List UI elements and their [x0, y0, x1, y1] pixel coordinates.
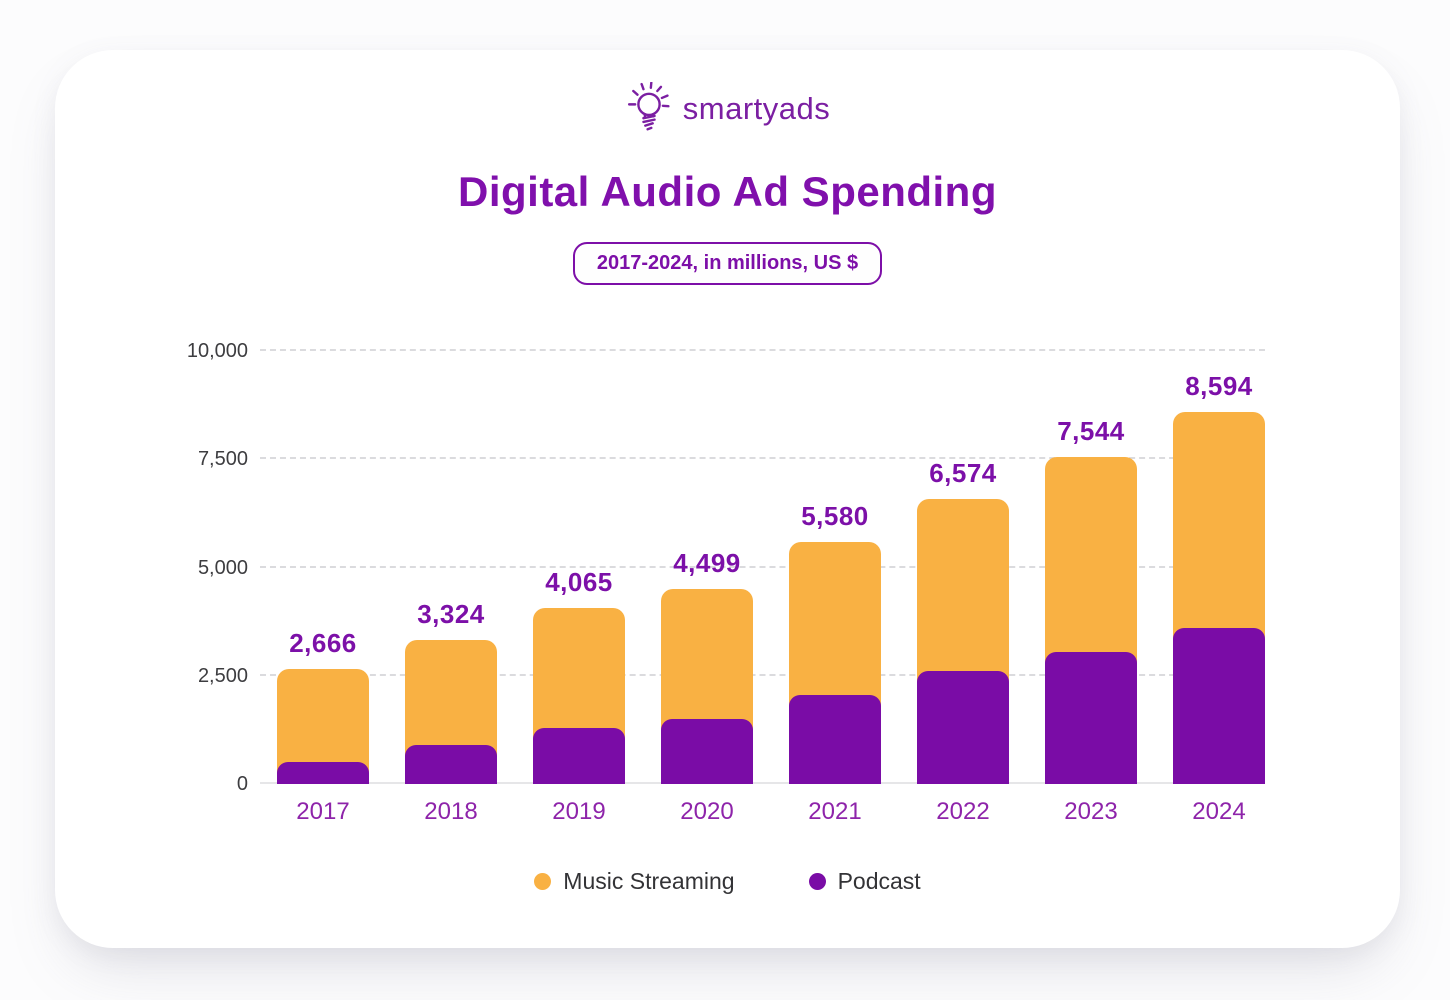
bar-value-label: 6,574	[929, 458, 997, 489]
y-tick-label: 10,000	[186, 340, 248, 362]
bar-segment-music-streaming	[1045, 457, 1137, 784]
bar-value-label: 4,499	[673, 548, 741, 579]
bar-group-2018	[405, 640, 497, 784]
subtitle-badge: 2017-2024, in millions, US $	[572, 242, 883, 285]
bar-group-2023	[1045, 457, 1137, 784]
bar-value-label: 3,324	[417, 599, 485, 630]
bar-segment-music-streaming	[533, 608, 625, 784]
chart-legend: Music Streaming Podcast	[55, 868, 1400, 895]
bar-group-2022	[917, 499, 1009, 784]
bar-segment-music-streaming	[789, 542, 881, 784]
y-tick-label: 2,500	[197, 664, 248, 687]
bar-segment-podcast	[1173, 628, 1265, 784]
bar-segment-music-streaming	[1173, 411, 1265, 784]
gridline	[260, 349, 1265, 351]
bar-segment-music-streaming	[917, 499, 1009, 784]
bar-segment-music-streaming	[661, 589, 753, 784]
x-tick-label: 2023	[1064, 798, 1118, 825]
bar-segment-podcast	[277, 762, 369, 784]
bar-segment-podcast	[1045, 651, 1137, 784]
bar-value-label: 5,580	[801, 501, 869, 532]
bar-group-2024	[1173, 411, 1265, 784]
bar-group-2019	[533, 608, 625, 784]
x-tick-label: 2024	[1192, 798, 1246, 825]
bar-segment-podcast	[533, 727, 625, 784]
legend-label: Podcast	[837, 868, 921, 894]
bar-segment-podcast	[789, 695, 881, 784]
bar-segment-podcast	[405, 745, 497, 784]
bar-value-label: 8,594	[1185, 370, 1253, 401]
page-title: Digital Audio Ad Spending	[458, 168, 997, 215]
x-tick-label: 2021	[808, 798, 862, 825]
legend-label: Music Streaming	[563, 868, 735, 894]
legend-item-music-streaming: Music Streaming	[534, 868, 735, 895]
legend-item-podcast: Podcast	[808, 868, 921, 895]
bar-segment-music-streaming	[405, 640, 497, 784]
x-axis-baseline	[260, 782, 1265, 784]
gridline	[260, 457, 1265, 460]
plot-area: 0 2,500 5,000 7,500 10,000 2,666 2017 3,324 2018…	[187, 340, 1265, 825]
x-tick-label: 2022	[936, 798, 990, 825]
bar-group-2021	[789, 542, 881, 784]
bar-segment-podcast	[917, 671, 1009, 784]
y-tick-label: 5,000	[197, 556, 248, 579]
lightbulb-icon	[625, 82, 673, 136]
bar-group-2020	[661, 589, 753, 784]
x-tick-label: 2020	[680, 798, 734, 825]
podcast-swatch-icon	[808, 873, 826, 890]
brand-name: smartyads	[682, 91, 831, 126]
y-tick-label: 0	[236, 773, 248, 795]
bar-segment-podcast	[661, 719, 753, 784]
music-streaming-swatch-icon	[534, 873, 552, 890]
bar-group-2017	[277, 668, 369, 784]
chart-card: smartyads Digital Audio Ad Spending 2017…	[55, 50, 1400, 948]
gridline	[260, 673, 1265, 676]
gridline	[260, 565, 1265, 568]
x-tick-label: 2019	[552, 798, 606, 825]
bar-value-label: 2,666	[289, 627, 357, 658]
y-tick-label: 7,500	[197, 448, 248, 471]
bar-value-label: 4,065	[545, 567, 613, 597]
x-tick-label: 2017	[296, 798, 350, 825]
bar-value-label: 7,544	[1057, 416, 1125, 447]
bar-segment-music-streaming	[277, 668, 369, 784]
brand-logo: smartyads	[55, 82, 1400, 136]
x-tick-label: 2018	[424, 798, 478, 825]
